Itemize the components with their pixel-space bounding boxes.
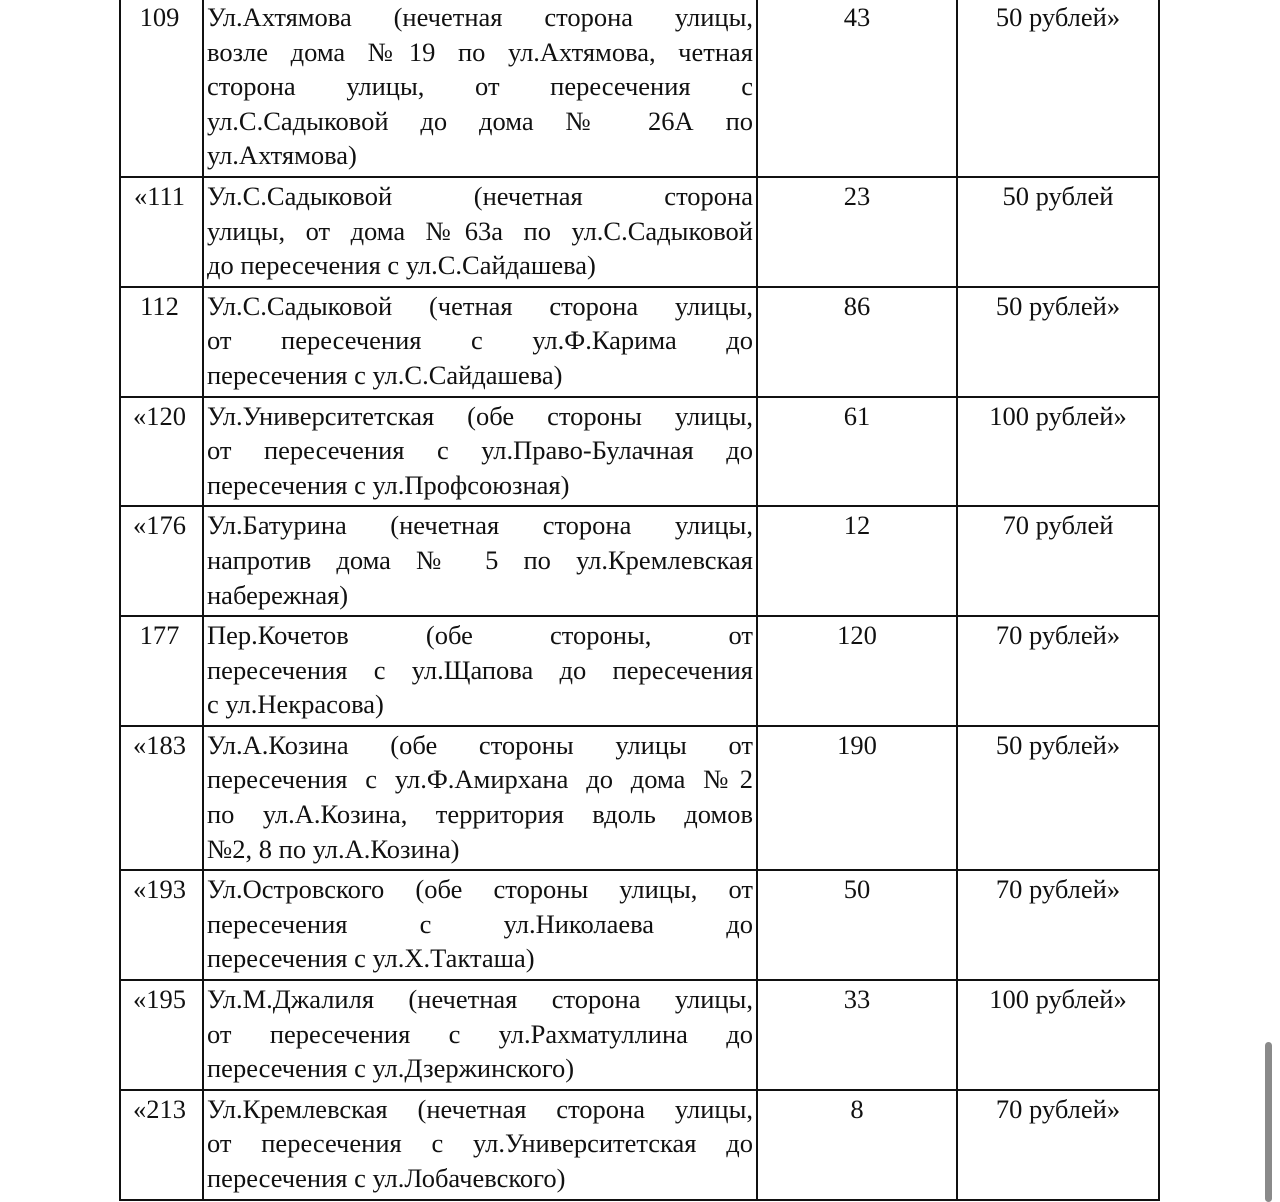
parking-spaces-count: 33 xyxy=(757,980,957,1090)
parking-spaces-count: 61 xyxy=(757,397,957,507)
description-line: Ул.С.Садыковой (четная сторона улицы, xyxy=(207,289,753,324)
description-line: Пер.Кочетов (обе стороны, от xyxy=(207,618,753,653)
location-description: Ул.М.Джалиля (нечетная сторона улицы,от … xyxy=(203,980,757,1090)
hourly-price: 70 рублей» xyxy=(957,870,1159,980)
description-line: от пересечения с ул.Университетская до xyxy=(207,1126,753,1161)
location-description: Ул.С.Садыковой (нечетная сторонаулицы, о… xyxy=(203,177,757,287)
hourly-price: 50 рублей» xyxy=(957,287,1159,397)
location-description: Ул.Университетская (обе стороны улицы,от… xyxy=(203,397,757,507)
description-line: Ул.М.Джалиля (нечетная сторона улицы, xyxy=(207,982,753,1017)
description-line: Ул.Батурина (нечетная сторона улицы, xyxy=(207,508,753,543)
description-line: Ул.А.Козина (обе стороны улицы от xyxy=(207,728,753,763)
description-line: набережная) xyxy=(207,578,753,613)
table-row: 177Пер.Кочетов (обе стороны, отпересечен… xyxy=(120,616,1159,726)
row-number: 112 xyxy=(120,287,203,397)
description-line: пересечения с ул.Дзержинского) xyxy=(207,1051,753,1086)
parking-spaces-count: 23 xyxy=(757,177,957,287)
description-line: пересечения с ул.Профсоюзная) xyxy=(207,468,753,503)
description-line: пересечения с ул.Ф.Амирхана до дома №2 xyxy=(207,762,753,797)
description-line: до пересечения с ул.С.Сайдашева) xyxy=(207,248,753,283)
row-number: 109 xyxy=(120,0,203,177)
description-line: пересечения с ул.Лобачевского) xyxy=(207,1161,753,1196)
table-row: 112Ул.С.Садыковой (четная сторона улицы,… xyxy=(120,287,1159,397)
description-line: по ул.А.Козина, территория вдоль домов xyxy=(207,797,753,832)
table-row: «111Ул.С.Садыковой (нечетная сторонаулиц… xyxy=(120,177,1159,287)
hourly-price: 70 рублей» xyxy=(957,616,1159,726)
row-number: 177 xyxy=(120,616,203,726)
description-line: напротив дома № 5 по ул.Кремлевская xyxy=(207,543,753,578)
table-row: 109Ул.Ахтямова (нечетная сторона улицы,в… xyxy=(120,0,1159,177)
description-line: возле дома №19 по ул.Ахтямова, четная xyxy=(207,35,753,70)
description-line: Ул.С.Садыковой (нечетная сторона xyxy=(207,179,753,214)
table-row: «193Ул.Островского (обе стороны улицы, о… xyxy=(120,870,1159,980)
hourly-price: 50 рублей xyxy=(957,177,1159,287)
location-description: Ул.Батурина (нечетная сторона улицы,напр… xyxy=(203,506,757,616)
table-row: «213Ул.Кремлевская (нечетная сторона ули… xyxy=(120,1090,1159,1200)
parking-spaces-count: 8 xyxy=(757,1090,957,1200)
location-description: Ул.С.Садыковой (четная сторона улицы,от … xyxy=(203,287,757,397)
location-description: Пер.Кочетов (обе стороны, отпересечения … xyxy=(203,616,757,726)
description-line: Ул.Ахтямова (нечетная сторона улицы, xyxy=(207,0,753,35)
description-line: ул.Ахтямова) xyxy=(207,138,753,173)
description-line: пересечения с ул.С.Сайдашева) xyxy=(207,358,753,393)
parking-spaces-count: 190 xyxy=(757,726,957,870)
hourly-price: 50 рублей» xyxy=(957,0,1159,177)
description-line: Ул.Кремлевская (нечетная сторона улицы, xyxy=(207,1092,753,1127)
location-description: Ул.Ахтямова (нечетная сторона улицы,возл… xyxy=(203,0,757,177)
parking-table: 109Ул.Ахтямова (нечетная сторона улицы,в… xyxy=(119,0,1160,1201)
hourly-price: 70 рублей» xyxy=(957,1090,1159,1200)
table-row: «195Ул.М.Джалиля (нечетная сторона улицы… xyxy=(120,980,1159,1090)
description-line: пересечения с ул.Николаева до xyxy=(207,907,753,942)
table-body: 109Ул.Ахтямова (нечетная сторона улицы,в… xyxy=(120,0,1159,1200)
description-line: сторона улицы, от пересечения с xyxy=(207,69,753,104)
description-line: Ул.Островского (обе стороны улицы, от xyxy=(207,872,753,907)
hourly-price: 100 рублей» xyxy=(957,397,1159,507)
description-line: с ул.Некрасова) xyxy=(207,687,753,722)
description-line: от пересечения с ул.Рахматуллина до xyxy=(207,1017,753,1052)
row-number: «195 xyxy=(120,980,203,1090)
row-number: «120 xyxy=(120,397,203,507)
description-line: улицы, от дома №63а по ул.С.Садыковой xyxy=(207,214,753,249)
parking-spaces-count: 12 xyxy=(757,506,957,616)
description-line: пересечения с ул.Щапова до пересечения xyxy=(207,653,753,688)
description-line: от пересечения с ул.Право-Булачная до xyxy=(207,433,753,468)
parking-spaces-count: 43 xyxy=(757,0,957,177)
description-line: №2, 8 по ул.А.Козина) xyxy=(207,832,753,867)
row-number: «176 xyxy=(120,506,203,616)
location-description: Ул.Кремлевская (нечетная сторона улицы,о… xyxy=(203,1090,757,1200)
row-number: «193 xyxy=(120,870,203,980)
hourly-price: 100 рублей» xyxy=(957,980,1159,1090)
parking-spaces-count: 50 xyxy=(757,870,957,980)
hourly-price: 70 рублей xyxy=(957,506,1159,616)
row-number: «213 xyxy=(120,1090,203,1200)
vertical-scrollbar[interactable] xyxy=(1265,1042,1272,1202)
location-description: Ул.А.Козина (обе стороны улицы отпересеч… xyxy=(203,726,757,870)
table-row: «176Ул.Батурина (нечетная сторона улицы,… xyxy=(120,506,1159,616)
description-line: Ул.Университетская (обе стороны улицы, xyxy=(207,399,753,434)
parking-spaces-count: 120 xyxy=(757,616,957,726)
row-number: «111 xyxy=(120,177,203,287)
hourly-price: 50 рублей» xyxy=(957,726,1159,870)
description-line: от пересечения с ул.Ф.Карима до xyxy=(207,323,753,358)
location-description: Ул.Островского (обе стороны улицы, отпер… xyxy=(203,870,757,980)
parking-spaces-count: 86 xyxy=(757,287,957,397)
table-row: «183Ул.А.Козина (обе стороны улицы отпер… xyxy=(120,726,1159,870)
description-line: пересечения с ул.Х.Такташа) xyxy=(207,941,753,976)
table-row: «120Ул.Университетская (обе стороны улиц… xyxy=(120,397,1159,507)
row-number: «183 xyxy=(120,726,203,870)
description-line: ул.С.Садыковой до дома № 26А по xyxy=(207,104,753,139)
